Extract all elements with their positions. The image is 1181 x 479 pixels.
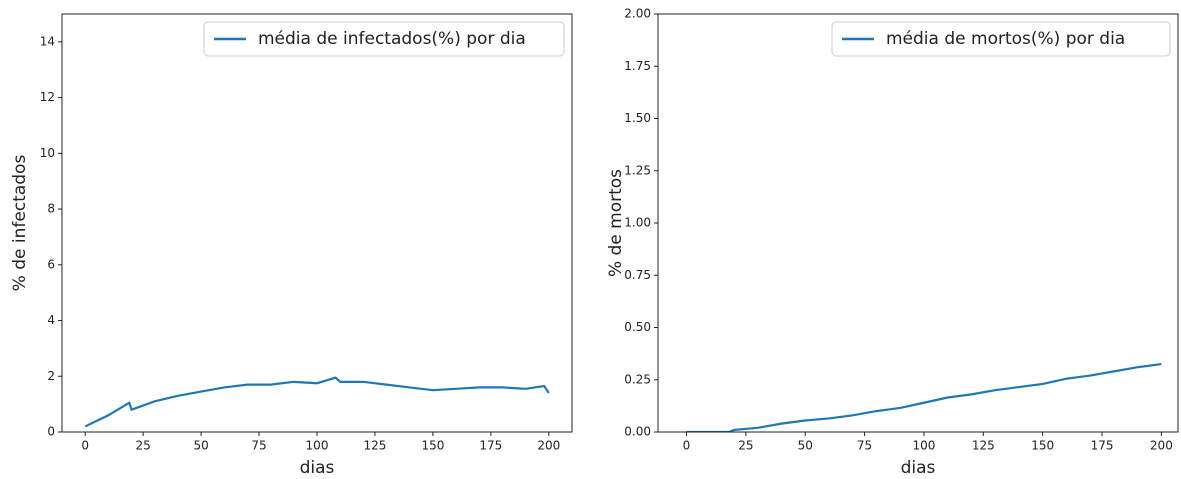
y-tick-label: 2 <box>47 369 55 383</box>
y-axis-label: % de infectados <box>10 155 30 292</box>
x-tick-label: 175 <box>479 439 502 453</box>
y-tick-label: 0.75 <box>624 268 651 282</box>
series-line <box>84 376 550 428</box>
y-tick-label: 8 <box>47 202 55 216</box>
legend: média de infectados(%) por dia <box>203 21 565 57</box>
x-tick-label: 50 <box>193 439 208 453</box>
y-tick-label: 1.50 <box>624 111 651 125</box>
x-tick-label: 125 <box>972 439 995 453</box>
x-axis-label: dias <box>300 458 335 478</box>
series-line <box>686 362 1162 432</box>
legend-label: média de mortos(%) por dia <box>886 29 1125 49</box>
y-tick-label: 0.00 <box>624 425 651 439</box>
x-tick-label: 100 <box>912 439 935 453</box>
x-tick-label: 175 <box>1091 439 1114 453</box>
y-tick-label: 0 <box>47 425 55 439</box>
subplot: 0 25 50 75 100 125 150 175 200 0.00 0.25 0.50 0.75 1.… <box>606 7 1179 478</box>
y-tick-label: 12 <box>40 90 55 104</box>
y-tick-label: 2.00 <box>624 7 651 21</box>
y-tick-label: 14 <box>40 34 55 48</box>
y-tick-label: 1.25 <box>624 163 651 177</box>
y-tick-label: 0.25 <box>624 372 651 386</box>
x-tick-label: 150 <box>1031 439 1054 453</box>
x-tick-label: 125 <box>364 439 387 453</box>
x-tick-label: 50 <box>798 439 813 453</box>
x-tick-label: 75 <box>857 439 872 453</box>
y-tick-label: 1.00 <box>624 216 651 230</box>
y-tick-label: 4 <box>47 313 55 327</box>
x-tick-label: 25 <box>135 439 150 453</box>
legend-box <box>203 21 565 57</box>
x-tick-label: 0 <box>81 439 89 453</box>
x-tick-label: 0 <box>683 439 691 453</box>
legend-label: média de infectados(%) por dia <box>258 29 526 49</box>
y-tick-label: 6 <box>47 257 55 271</box>
axes-frame <box>657 13 1179 433</box>
x-tick-label: 200 <box>1150 439 1173 453</box>
y-tick-label: 0.50 <box>624 320 651 334</box>
y-axis-label: % de mortos <box>606 169 626 277</box>
subplot: 0 25 50 75 100 125 150 175 200 0 2 4 6 8 10 12 14 dias % d… <box>10 13 573 478</box>
x-tick-label: 75 <box>251 439 266 453</box>
x-tick-label: 200 <box>537 439 560 453</box>
legend: média de mortos(%) por dia <box>831 21 1171 57</box>
axes-frame <box>61 13 573 433</box>
legend-box <box>831 21 1171 57</box>
x-tick-label: 25 <box>738 439 753 453</box>
x-tick-label: 100 <box>306 439 329 453</box>
x-axis-label: dias <box>901 458 936 478</box>
y-tick-label: 1.75 <box>624 59 651 73</box>
y-tick-label: 10 <box>40 146 55 160</box>
x-tick-label: 150 <box>421 439 444 453</box>
